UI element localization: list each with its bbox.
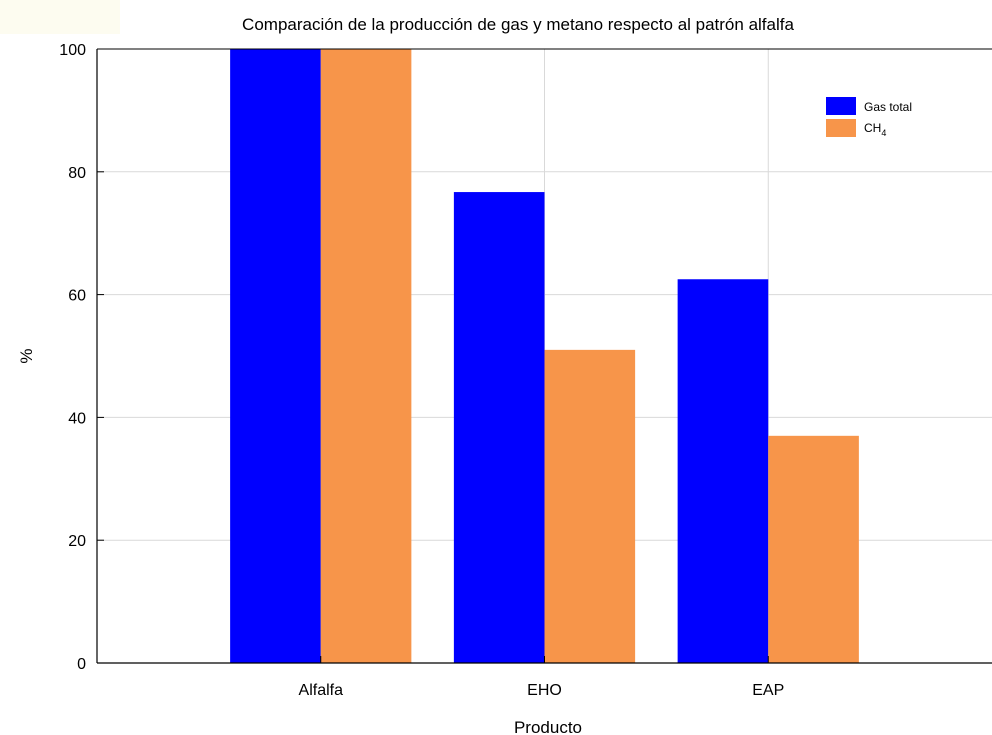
bars — [230, 49, 859, 663]
legend-swatch-ch4 — [826, 119, 856, 137]
x-tick-label: EHO — [527, 682, 562, 699]
x-tick-label: Alfalfa — [299, 682, 344, 699]
axes — [96, 48, 992, 664]
bar-gas-total — [677, 279, 769, 663]
bar-ch4 — [768, 435, 859, 663]
y-tick-labels: 0 20 40 60 80 100 — [59, 42, 86, 673]
legend-label-gas-total: Gas total — [864, 100, 912, 114]
y-tick-label: 0 — [77, 656, 86, 673]
y-tick-label: 20 — [68, 533, 86, 550]
x-tick-labels: Alfalfa EHO EAP — [299, 682, 785, 699]
legend: Gas total CH4 — [826, 97, 912, 138]
y-axis-label: % — [17, 348, 36, 363]
legend-swatch-gas-total — [826, 97, 856, 115]
legend-label-ch4: CH4 — [864, 121, 886, 138]
corner-background — [0, 0, 120, 34]
x-axis-label: Producto — [514, 718, 582, 735]
legend-label-ch4-main: CH — [864, 121, 881, 135]
bar-gas-total — [230, 49, 321, 663]
x-tick-label: EAP — [752, 682, 784, 699]
y-tick-label: 40 — [68, 410, 86, 427]
y-tick-label: 80 — [68, 165, 86, 182]
bar-gas-total — [453, 192, 545, 663]
y-tick-label: 100 — [59, 42, 86, 59]
chart-title: Comparación de la producción de gas y me… — [242, 15, 794, 34]
bar-ch4 — [544, 349, 636, 663]
bar-ch4 — [320, 49, 412, 663]
y-tick-label: 60 — [68, 288, 86, 305]
legend-label-ch4-subscript: 4 — [881, 128, 886, 138]
